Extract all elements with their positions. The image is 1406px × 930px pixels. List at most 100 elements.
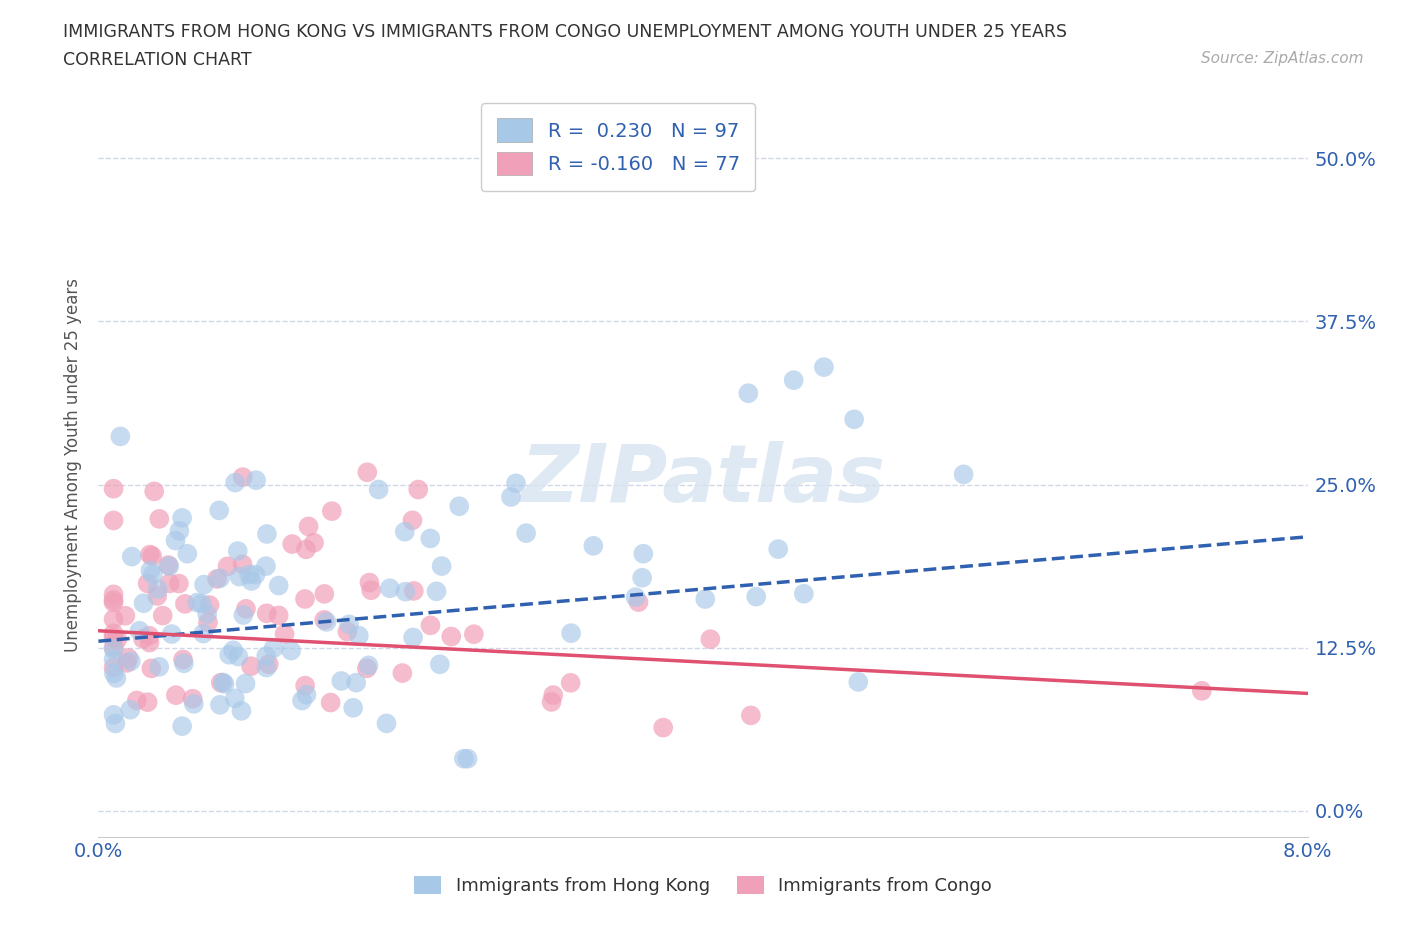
Point bbox=[633, 546, 655, 561]
Point bbox=[367, 482, 389, 497]
Point bbox=[222, 643, 245, 658]
Point bbox=[356, 465, 378, 480]
Point bbox=[103, 612, 125, 627]
Point bbox=[115, 656, 138, 671]
Point bbox=[132, 631, 155, 646]
Point bbox=[378, 581, 401, 596]
Point bbox=[176, 546, 198, 561]
Point bbox=[297, 519, 319, 534]
Y-axis label: Unemployment Among Youth under 25 years: Unemployment Among Youth under 25 years bbox=[65, 278, 83, 652]
Point bbox=[582, 538, 605, 553]
Point bbox=[136, 695, 159, 710]
Point bbox=[402, 583, 425, 598]
Point bbox=[321, 504, 343, 519]
Point bbox=[238, 567, 260, 582]
Point bbox=[952, 467, 974, 482]
Point bbox=[401, 512, 423, 527]
Point bbox=[103, 513, 125, 528]
Point bbox=[103, 666, 125, 681]
Point bbox=[295, 687, 318, 702]
Point bbox=[314, 613, 336, 628]
Point bbox=[586, 151, 609, 166]
Point bbox=[740, 708, 762, 723]
Point bbox=[132, 596, 155, 611]
Point bbox=[146, 581, 169, 596]
Point bbox=[157, 559, 180, 574]
Point bbox=[783, 373, 806, 388]
Point bbox=[186, 595, 208, 610]
Text: ZIPatlas: ZIPatlas bbox=[520, 441, 886, 519]
Point bbox=[359, 575, 381, 590]
Point bbox=[347, 629, 370, 644]
Point bbox=[167, 576, 190, 591]
Point bbox=[356, 661, 378, 676]
Text: IMMIGRANTS FROM HONG KONG VS IMMIGRANTS FROM CONGO UNEMPLOYMENT AMONG YOUTH UNDE: IMMIGRANTS FROM HONG KONG VS IMMIGRANTS … bbox=[63, 23, 1067, 41]
Point bbox=[103, 642, 125, 657]
Point bbox=[148, 512, 170, 526]
Point bbox=[430, 559, 453, 574]
Point bbox=[103, 708, 125, 723]
Point bbox=[211, 675, 233, 690]
Point bbox=[453, 751, 475, 766]
Point bbox=[103, 660, 125, 675]
Point bbox=[330, 673, 353, 688]
Point bbox=[120, 654, 142, 669]
Point bbox=[105, 632, 128, 647]
Point bbox=[273, 627, 295, 642]
Point bbox=[402, 630, 425, 644]
Point bbox=[540, 695, 562, 710]
Point bbox=[195, 606, 218, 621]
Point bbox=[103, 652, 125, 667]
Point bbox=[141, 661, 163, 676]
Point bbox=[139, 547, 162, 562]
Point bbox=[117, 650, 139, 665]
Point bbox=[208, 503, 231, 518]
Point bbox=[505, 476, 527, 491]
Point bbox=[209, 675, 232, 690]
Point bbox=[245, 567, 267, 582]
Point bbox=[394, 525, 416, 539]
Point bbox=[121, 550, 143, 565]
Point bbox=[138, 635, 160, 650]
Point bbox=[228, 569, 250, 584]
Point bbox=[173, 656, 195, 671]
Point bbox=[148, 659, 170, 674]
Point bbox=[160, 627, 183, 642]
Point bbox=[128, 623, 150, 638]
Point bbox=[104, 716, 127, 731]
Point bbox=[231, 703, 253, 718]
Point bbox=[560, 675, 582, 690]
Point bbox=[103, 640, 125, 655]
Point bbox=[291, 693, 314, 708]
Point bbox=[217, 559, 239, 574]
Point bbox=[232, 557, 254, 572]
Point bbox=[139, 563, 162, 578]
Point bbox=[146, 589, 169, 604]
Point bbox=[419, 531, 441, 546]
Text: Source: ZipAtlas.com: Source: ZipAtlas.com bbox=[1201, 51, 1364, 66]
Point bbox=[228, 649, 250, 664]
Point bbox=[463, 627, 485, 642]
Point bbox=[254, 648, 277, 663]
Point bbox=[627, 594, 650, 609]
Point bbox=[737, 386, 759, 401]
Point bbox=[218, 647, 240, 662]
Point bbox=[235, 602, 257, 617]
Point bbox=[172, 652, 194, 667]
Point bbox=[294, 678, 316, 693]
Point bbox=[560, 626, 582, 641]
Point bbox=[813, 360, 835, 375]
Point bbox=[240, 658, 263, 673]
Point bbox=[337, 617, 360, 631]
Point bbox=[844, 412, 866, 427]
Point bbox=[114, 608, 136, 623]
Point bbox=[302, 536, 325, 551]
Point bbox=[846, 674, 869, 689]
Point bbox=[543, 687, 565, 702]
Point bbox=[699, 631, 721, 646]
Point bbox=[394, 584, 416, 599]
Point bbox=[208, 571, 231, 586]
Point bbox=[232, 470, 254, 485]
Point bbox=[267, 578, 290, 593]
Point bbox=[257, 657, 280, 671]
